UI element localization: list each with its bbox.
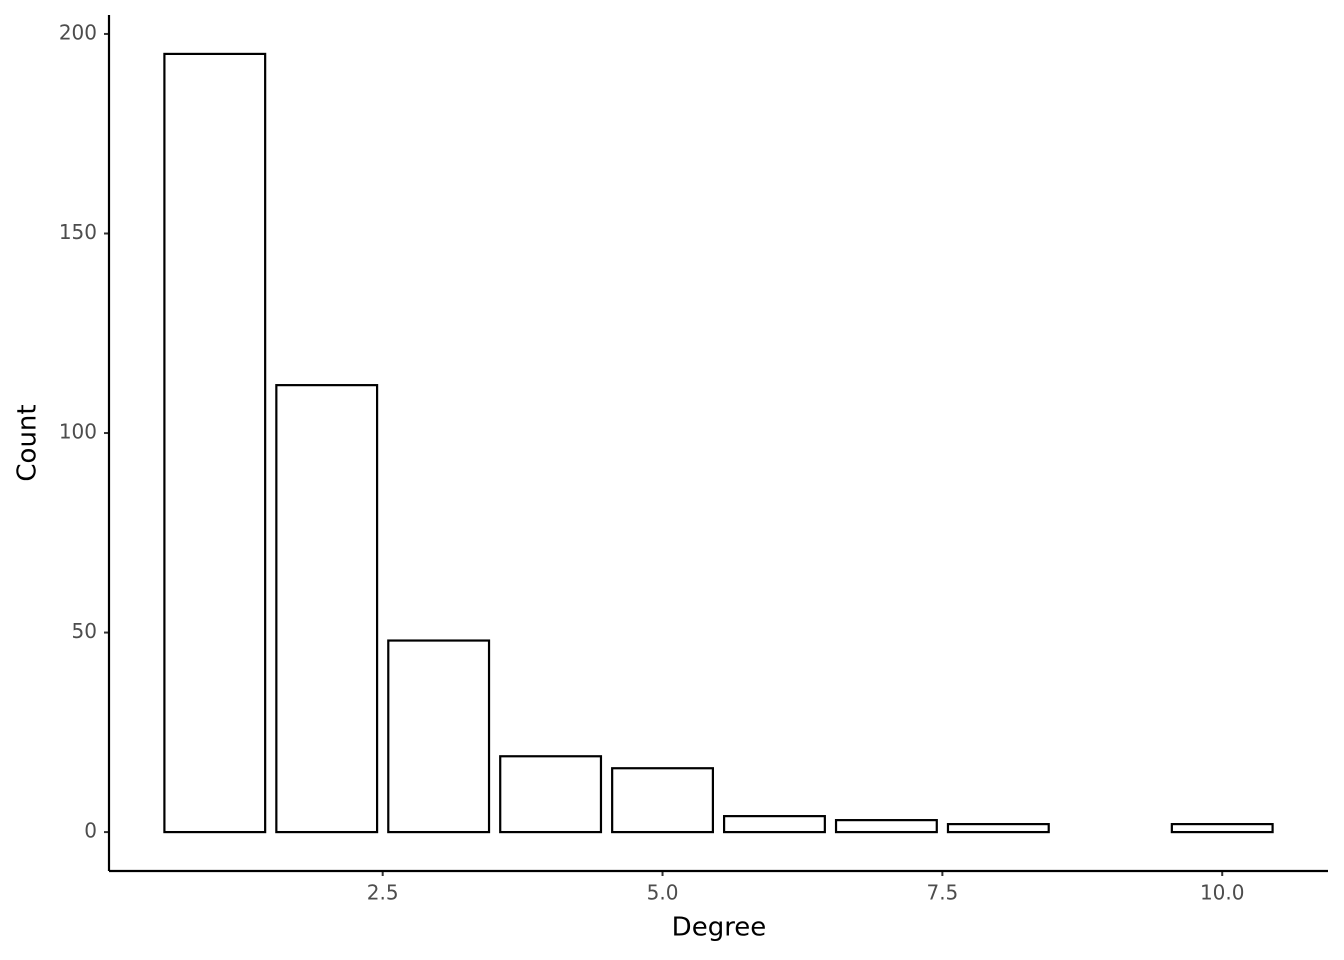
bar [946,823,1050,834]
x-tick-label: 5.0 [647,881,679,905]
bar [834,819,938,834]
y-tick-label: 100 [59,420,97,444]
y-tick-label: 50 [72,619,97,643]
bar [275,384,379,834]
x-tick-label: 10.0 [1200,881,1245,905]
bar [722,815,826,834]
y-axis-title: Count [13,404,43,481]
x-tick-label: 7.5 [926,881,958,905]
bar [611,767,715,834]
y-tick-label: 200 [59,20,97,44]
y-tick-label: 150 [59,220,97,244]
x-tick-label: 2.5 [367,881,399,905]
x-axis-title: Degree [672,913,767,943]
bar [1170,823,1274,834]
bar [163,52,267,834]
y-tick-label: 0 [84,819,97,843]
bar [387,639,491,834]
bar [499,755,603,834]
